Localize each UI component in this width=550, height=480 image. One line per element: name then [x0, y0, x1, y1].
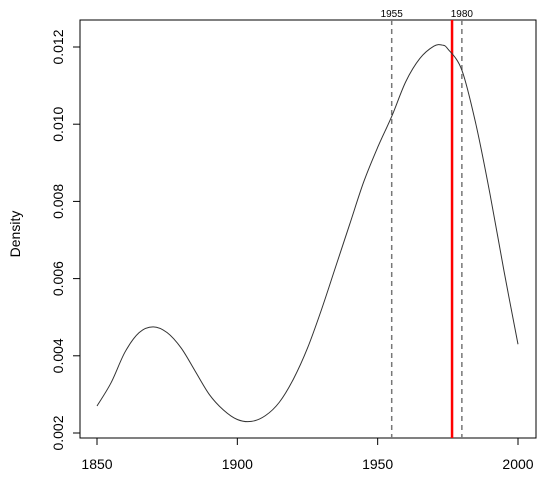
y-tick-label: 0.012	[50, 29, 66, 64]
x-tick-label: 1900	[222, 456, 253, 472]
y-tick-label: 0.002	[50, 415, 66, 450]
reference-line-label: 1955	[381, 9, 404, 20]
y-axis-title: Density	[7, 211, 23, 258]
y-axis: 0.002 0.004 0.006 0.008 0.010 0.012	[50, 29, 81, 451]
x-tick-label: 1850	[81, 456, 112, 472]
y-tick-label: 0.004	[50, 338, 66, 373]
plot-box	[79, 19, 537, 439]
y-tick-label: 0.006	[50, 261, 66, 296]
x-tick-label: 2000	[502, 456, 533, 472]
y-tick-label: 0.010	[50, 106, 66, 141]
x-tick-label: 1950	[362, 456, 393, 472]
reference-line-label: 1980	[451, 9, 474, 20]
y-tick-label: 0.008	[50, 184, 66, 219]
reference-lines: 1955 1980	[381, 9, 474, 438]
series-group	[96, 44, 519, 423]
x-axis: 1850 1900 1950 2000	[81, 437, 534, 472]
density-curve	[96, 44, 519, 423]
